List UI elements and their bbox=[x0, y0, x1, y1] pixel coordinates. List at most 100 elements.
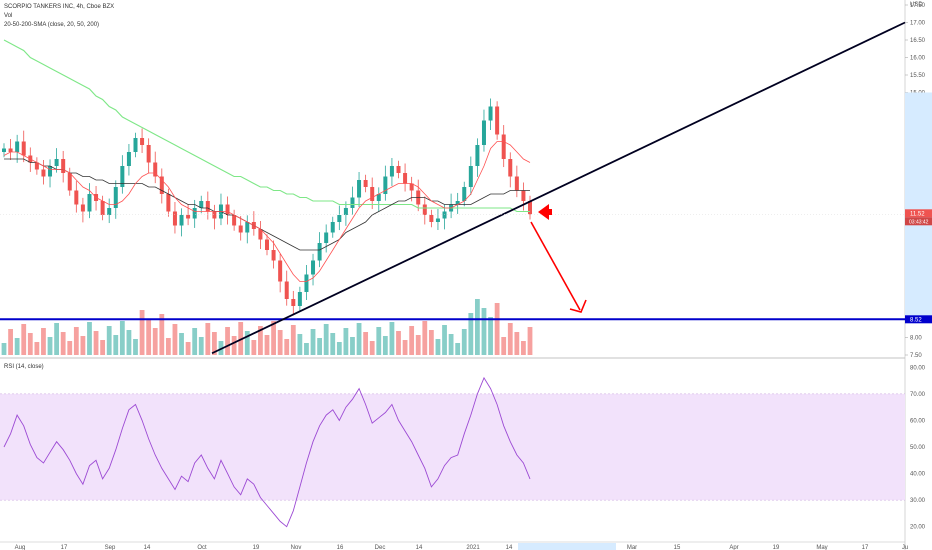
candle-body bbox=[343, 208, 348, 215]
candle-body bbox=[508, 159, 513, 177]
candle-body bbox=[41, 169, 46, 177]
candle-body bbox=[15, 141, 20, 152]
time-tick-label: 17 bbox=[862, 545, 869, 550]
rsi-tick-label: 20.00 bbox=[910, 525, 926, 531]
candle-body bbox=[475, 145, 480, 166]
candle-body bbox=[291, 299, 296, 306]
volume-bar bbox=[448, 334, 454, 355]
projection-arrow-head bbox=[569, 299, 587, 313]
volume-bar bbox=[212, 332, 217, 355]
volume-bar bbox=[146, 319, 152, 355]
time-highlight bbox=[518, 543, 616, 550]
time-tick-label: Aug bbox=[15, 545, 26, 550]
price-tick-label: 16.00 bbox=[910, 56, 926, 62]
volume-bar bbox=[402, 340, 408, 355]
volume-bar bbox=[488, 317, 493, 355]
candle-body bbox=[232, 215, 237, 226]
candle-body bbox=[317, 243, 322, 261]
volume-bar bbox=[238, 322, 244, 355]
candle-body bbox=[48, 166, 53, 177]
candle-body bbox=[462, 187, 467, 201]
volume-bar bbox=[133, 339, 138, 355]
volume-bar bbox=[264, 335, 270, 355]
candle-body bbox=[133, 138, 138, 152]
candle-body bbox=[409, 183, 414, 191]
candle-body bbox=[153, 162, 158, 177]
price-tick-label: 15.50 bbox=[910, 73, 926, 79]
price-tick-label: 7.50 bbox=[910, 353, 922, 359]
candle-body bbox=[488, 106, 493, 121]
price-label-bg bbox=[905, 209, 932, 218]
candle-body bbox=[245, 222, 250, 233]
candle-body bbox=[429, 215, 434, 222]
volume-bar bbox=[14, 338, 20, 355]
rsi-tick-label: 80.00 bbox=[910, 365, 926, 371]
volume-bar bbox=[481, 308, 487, 355]
volume-bar bbox=[185, 342, 191, 355]
time-tick-label: Apr bbox=[729, 545, 738, 550]
volume-bar bbox=[47, 337, 53, 355]
volume-bar bbox=[100, 340, 106, 355]
candle-body bbox=[107, 208, 112, 215]
candle-body bbox=[212, 211, 217, 219]
legend-sma: 20-50-200-SMA (close, 20, 50, 200) bbox=[4, 22, 100, 28]
volume-bar bbox=[363, 332, 369, 355]
volume-bar bbox=[21, 324, 27, 355]
legend-rsi: RSI (14, close) bbox=[4, 364, 44, 370]
time-tick-label: Sep bbox=[105, 545, 116, 550]
volume-bar bbox=[468, 313, 474, 355]
candle-body bbox=[337, 215, 342, 222]
time-tick-label: 17 bbox=[61, 545, 68, 550]
candle-body bbox=[67, 173, 72, 191]
time-tick-label: Nov bbox=[291, 545, 302, 550]
candle-body bbox=[403, 173, 408, 184]
currency-label: USD bbox=[910, 2, 923, 8]
candle-body bbox=[435, 218, 440, 222]
candle-body bbox=[501, 134, 506, 159]
volume-bar bbox=[514, 332, 520, 355]
volume-bar bbox=[290, 325, 296, 355]
candle-body bbox=[297, 292, 302, 306]
sma50-line bbox=[4, 158, 530, 251]
legend-symbol: SCORPIO TANKERS INC, 4h, Cboe BZX bbox=[4, 4, 115, 10]
candle-body bbox=[2, 148, 6, 152]
volume-bar bbox=[277, 330, 283, 355]
time-tick-label: May bbox=[816, 545, 827, 550]
volume-bar bbox=[527, 327, 533, 355]
volume-bar bbox=[409, 326, 415, 355]
volume-bar bbox=[376, 327, 382, 355]
volume-bar bbox=[1, 343, 7, 355]
legend-vol: Vol bbox=[4, 13, 13, 19]
candle-body bbox=[205, 201, 210, 212]
volume-bar bbox=[317, 338, 322, 355]
volume-bar bbox=[73, 327, 79, 355]
rsi-band bbox=[0, 393, 905, 501]
volume-bar bbox=[113, 335, 119, 355]
volume-bar bbox=[225, 327, 230, 355]
candle-body bbox=[311, 260, 316, 275]
candle-body bbox=[54, 159, 59, 166]
candle-body bbox=[21, 141, 26, 156]
candle-body bbox=[186, 215, 191, 219]
volume-bar bbox=[34, 342, 40, 355]
volume-bar bbox=[152, 328, 158, 355]
volume-bar bbox=[205, 323, 211, 355]
time-tick-label: Dec bbox=[375, 545, 386, 550]
price-tick-label: 17.50 bbox=[910, 3, 926, 9]
volume-bar bbox=[231, 336, 237, 355]
volume-bar bbox=[310, 329, 316, 355]
candle-body bbox=[514, 176, 519, 191]
rsi-tick-label: 60.00 bbox=[910, 418, 926, 424]
candle-body bbox=[80, 204, 85, 212]
candle-body bbox=[34, 162, 39, 170]
rsi-tick-label: 30.00 bbox=[910, 498, 926, 504]
countdown-bg bbox=[905, 217, 932, 226]
candle-body bbox=[192, 208, 197, 219]
volume-bar bbox=[507, 323, 513, 355]
volume-bar bbox=[27, 333, 33, 355]
volume-bar bbox=[67, 341, 73, 355]
volume-bar bbox=[198, 337, 204, 355]
candle-body bbox=[422, 204, 427, 215]
sma20-line bbox=[3, 141, 531, 282]
candle-body bbox=[100, 201, 105, 215]
